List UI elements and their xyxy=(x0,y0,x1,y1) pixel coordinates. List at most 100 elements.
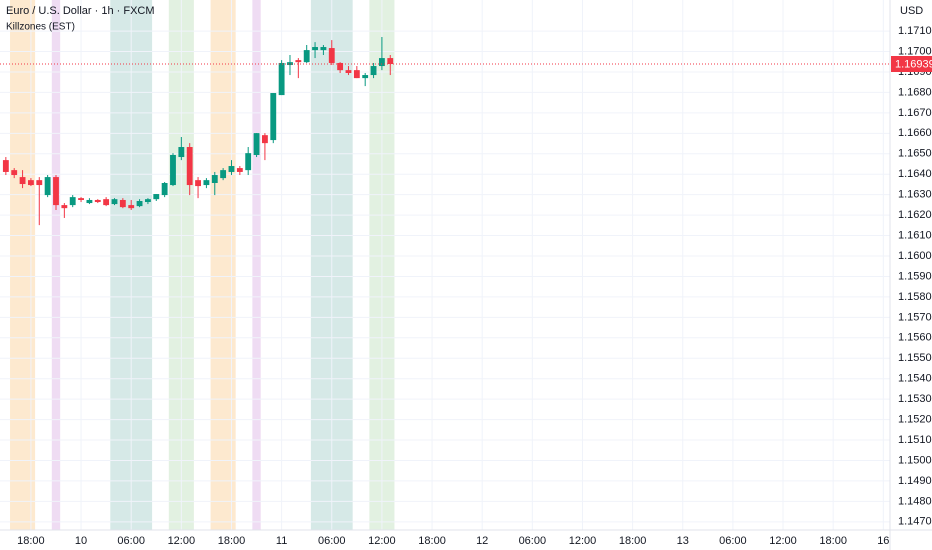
candle-body xyxy=(261,135,268,144)
candle-body xyxy=(211,175,218,184)
y-tick-label: 1.15700 xyxy=(898,311,932,323)
x-tick-label: 18:00 xyxy=(418,535,446,547)
x-tick-label: 18:00 xyxy=(17,535,45,547)
zones xyxy=(10,0,395,530)
x-tick-label: 10 xyxy=(75,535,87,547)
candle-body xyxy=(186,147,193,186)
y-tick-label: 1.15900 xyxy=(898,270,932,282)
y-tick-label: 1.15800 xyxy=(898,291,932,303)
candle-body xyxy=(345,70,352,73)
y-tick-label: 1.15400 xyxy=(898,373,932,385)
candle-body xyxy=(11,170,18,176)
candle-body xyxy=(253,133,260,155)
candle-body xyxy=(36,180,43,186)
candle-body xyxy=(362,75,369,79)
candle-body xyxy=(78,198,84,200)
candle-body xyxy=(2,160,9,172)
candle-body xyxy=(220,170,227,179)
candle-body xyxy=(287,62,293,66)
killzone xyxy=(252,0,261,530)
x-tick-label: 11 xyxy=(276,535,287,547)
candle-body xyxy=(103,199,110,206)
candle-body xyxy=(328,48,335,63)
indicator-name: Killzones (EST) xyxy=(6,22,75,33)
candle-body xyxy=(337,62,344,71)
killzone xyxy=(51,0,61,530)
candle-body xyxy=(303,50,310,63)
chart-title: Euro / U.S. Dollar · 1h · FXCM xyxy=(6,5,155,17)
y-tick-label: 1.16200 xyxy=(898,209,932,221)
y-tick-label: 1.16100 xyxy=(898,229,932,241)
y-tick-label: 1.15200 xyxy=(898,413,932,425)
candle-body xyxy=(370,66,377,76)
candle-body xyxy=(94,199,101,203)
last-price-tag xyxy=(891,56,932,73)
candle-body xyxy=(320,47,327,51)
y-tick-label: 1.17000 xyxy=(898,45,932,57)
y-tick-label: 1.14800 xyxy=(898,495,932,507)
candle-body xyxy=(86,199,93,204)
y-tick-label: 1.16700 xyxy=(898,107,932,119)
y-tick-label: 1.14900 xyxy=(898,475,932,487)
x-tick-label: 12:00 xyxy=(769,535,797,547)
candle-body xyxy=(128,205,135,209)
x-tick-label: 13 xyxy=(677,535,689,547)
x-tick-label: 12 xyxy=(476,535,488,547)
x-tick-label: 18:00 xyxy=(619,535,647,547)
currency: USD xyxy=(900,5,923,17)
candle-body xyxy=(353,70,360,79)
x-tick-label: 16 xyxy=(877,535,889,547)
y-tick-label: 1.15100 xyxy=(898,434,932,446)
candle-body xyxy=(136,200,143,207)
candle-body xyxy=(61,205,68,209)
candle-body xyxy=(228,166,235,172)
candle-body xyxy=(278,62,285,96)
candle-body xyxy=(69,197,76,206)
y-tick-label: 1.15300 xyxy=(898,393,932,405)
candle-body xyxy=(195,180,201,187)
candle-body xyxy=(270,93,277,141)
y-tick-label: 1.16600 xyxy=(898,127,932,139)
candle-body xyxy=(44,177,51,196)
y-tick-label: 1.16500 xyxy=(898,148,932,160)
candle-body xyxy=(203,180,210,186)
candles xyxy=(0,37,890,226)
y-tick-label: 1.16000 xyxy=(898,250,932,262)
last-price-label: 1.16939 xyxy=(895,58,932,70)
y-tick-label: 1.15000 xyxy=(898,454,932,466)
candle-body xyxy=(144,199,151,203)
candle-body xyxy=(295,60,302,63)
x-tick-label: 12:00 xyxy=(368,535,396,547)
candle-body xyxy=(312,47,318,51)
y-tick-label: 1.16300 xyxy=(898,189,932,201)
candle-body xyxy=(387,58,394,65)
candle-body xyxy=(119,199,126,208)
candle-body xyxy=(170,154,176,186)
x-tick-label: 06:00 xyxy=(318,535,346,547)
grid xyxy=(0,0,890,530)
candle-body xyxy=(161,183,168,196)
y-tick-label: 1.14700 xyxy=(898,516,932,528)
x-tick-label: 06:00 xyxy=(719,535,747,547)
candle-body xyxy=(245,153,252,171)
candle-body xyxy=(178,147,185,158)
x-tick-label: 06:00 xyxy=(117,535,145,547)
candle-body xyxy=(236,168,243,172)
candle-body xyxy=(111,199,118,205)
y-tick-label: 1.16800 xyxy=(898,86,932,98)
y-tick-label: 1.15600 xyxy=(898,332,932,344)
x-tick-label: 12:00 xyxy=(168,535,196,547)
candle-body xyxy=(19,177,26,185)
x-tick-label: 06:00 xyxy=(519,535,547,547)
x-tick-label: 18:00 xyxy=(819,535,847,547)
candle-body xyxy=(153,194,160,200)
x-tick-label: 18:00 xyxy=(218,535,246,547)
candle-body xyxy=(378,58,385,67)
candle-body xyxy=(27,180,34,186)
y-tick-label: 1.16400 xyxy=(898,168,932,180)
y-tick-label: 1.15500 xyxy=(898,352,932,364)
y-tick-label: 1.17100 xyxy=(898,25,932,37)
